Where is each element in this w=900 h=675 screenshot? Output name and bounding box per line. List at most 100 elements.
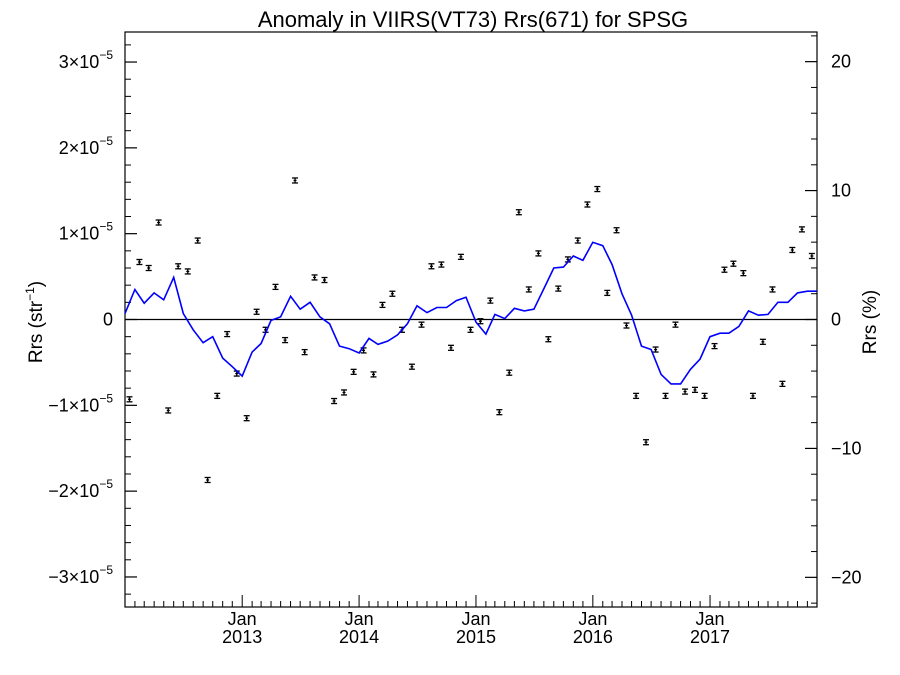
data-point xyxy=(214,392,221,400)
data-point xyxy=(789,246,796,254)
data-point xyxy=(574,237,581,244)
data-point xyxy=(321,276,328,284)
ylabel-left-base: Rrs (str xyxy=(26,300,47,363)
data-point xyxy=(126,396,133,403)
data-point xyxy=(691,386,698,394)
anomaly-points-series xyxy=(126,177,815,484)
data-point xyxy=(749,392,756,400)
data-point xyxy=(633,392,640,400)
data-point xyxy=(438,261,445,268)
data-point xyxy=(643,439,650,446)
x-tick-month-label: Jan xyxy=(696,609,725,629)
x-tick-month-label: Jan xyxy=(345,609,374,629)
left-tick-label: 3×10−5 xyxy=(59,48,114,72)
data-point xyxy=(350,368,357,376)
left-tick-label: −3×10−5 xyxy=(48,563,113,587)
smoothed-line-series xyxy=(124,241,817,385)
data-point xyxy=(175,263,182,270)
left-tick-label: 2×10−5 xyxy=(59,134,114,158)
left-axis-ticks: 3×10−5 2×10−5 1×10−5 0 −1×10−5 −2×10−5 −3×10−5 xyxy=(48,44,137,595)
ylabel-left-close: ) xyxy=(26,281,47,287)
data-point xyxy=(769,286,776,293)
data-point xyxy=(730,260,737,267)
data-point xyxy=(525,286,532,293)
x-tick-year-label: 2013 xyxy=(222,627,262,647)
data-point xyxy=(272,283,279,291)
smoothed-line xyxy=(124,241,817,385)
data-point xyxy=(418,321,425,328)
data-point xyxy=(282,336,289,344)
right-axis-ticks: 20 10 0 −10 −20 xyxy=(805,35,862,604)
x-tick-month-label: Jan xyxy=(228,609,257,629)
data-point xyxy=(662,392,669,400)
data-point xyxy=(331,397,338,405)
data-point xyxy=(243,415,250,422)
data-point xyxy=(496,409,503,416)
data-point xyxy=(370,371,377,378)
data-point xyxy=(506,369,513,376)
data-point xyxy=(682,388,689,395)
x-tick-year-label: 2015 xyxy=(456,627,496,647)
x-tick-month-label: Jan xyxy=(578,609,607,629)
right-tick-label: −10 xyxy=(831,438,862,458)
data-point xyxy=(721,266,728,273)
data-point xyxy=(204,476,211,484)
right-tick-label: −20 xyxy=(831,567,862,587)
data-point xyxy=(428,263,435,270)
data-point xyxy=(623,322,630,329)
data-point xyxy=(447,344,454,351)
data-point xyxy=(379,301,386,309)
data-point xyxy=(165,407,172,414)
data-point xyxy=(535,250,542,257)
data-point xyxy=(389,290,396,297)
right-tick-label: 10 xyxy=(831,181,851,201)
chart-title: Anomaly in VIIRS(VT73) Rrs(671) for SPSG xyxy=(258,7,688,32)
data-point xyxy=(613,227,620,234)
data-point xyxy=(457,253,464,261)
y-axis-label-right: Rrs (%) xyxy=(860,290,881,354)
left-tick-label: 0 xyxy=(103,310,113,330)
data-point xyxy=(477,318,484,325)
y-axis-label-left: Rrs (str−1) xyxy=(23,281,47,363)
data-point xyxy=(779,380,786,388)
left-tick-label: 1×10−5 xyxy=(59,220,114,244)
data-point xyxy=(194,237,201,244)
data-point xyxy=(604,289,611,297)
x-tick-year-label: 2016 xyxy=(573,627,613,647)
ylabel-left-exponent: −1 xyxy=(23,287,37,301)
data-point xyxy=(408,363,415,370)
data-point xyxy=(360,347,367,354)
data-point xyxy=(701,392,708,400)
data-point xyxy=(545,336,552,343)
x-tick-month-label: Jan xyxy=(461,609,490,629)
data-point xyxy=(555,285,562,292)
data-point xyxy=(301,348,308,356)
data-point xyxy=(740,270,747,277)
data-point xyxy=(487,297,494,304)
data-point xyxy=(145,264,152,272)
data-point xyxy=(759,338,766,345)
x-tick-year-label: 2017 xyxy=(690,627,730,647)
data-point xyxy=(224,330,231,338)
data-point xyxy=(594,185,601,193)
left-tick-label: −2×10−5 xyxy=(48,477,113,501)
data-point xyxy=(515,209,522,216)
data-point xyxy=(467,326,474,333)
right-tick-label: 20 xyxy=(831,52,851,72)
data-point xyxy=(711,342,718,350)
data-point xyxy=(652,346,659,353)
data-point xyxy=(253,308,260,315)
data-point xyxy=(798,226,805,233)
right-tick-label: 0 xyxy=(831,310,841,330)
data-point xyxy=(584,201,591,208)
left-tick-label: −1×10−5 xyxy=(48,391,113,415)
data-point xyxy=(672,321,679,328)
data-point xyxy=(808,252,815,260)
data-point xyxy=(155,219,162,226)
data-point xyxy=(292,177,299,184)
data-point xyxy=(341,389,348,396)
data-point xyxy=(184,268,191,275)
data-point xyxy=(311,274,318,281)
